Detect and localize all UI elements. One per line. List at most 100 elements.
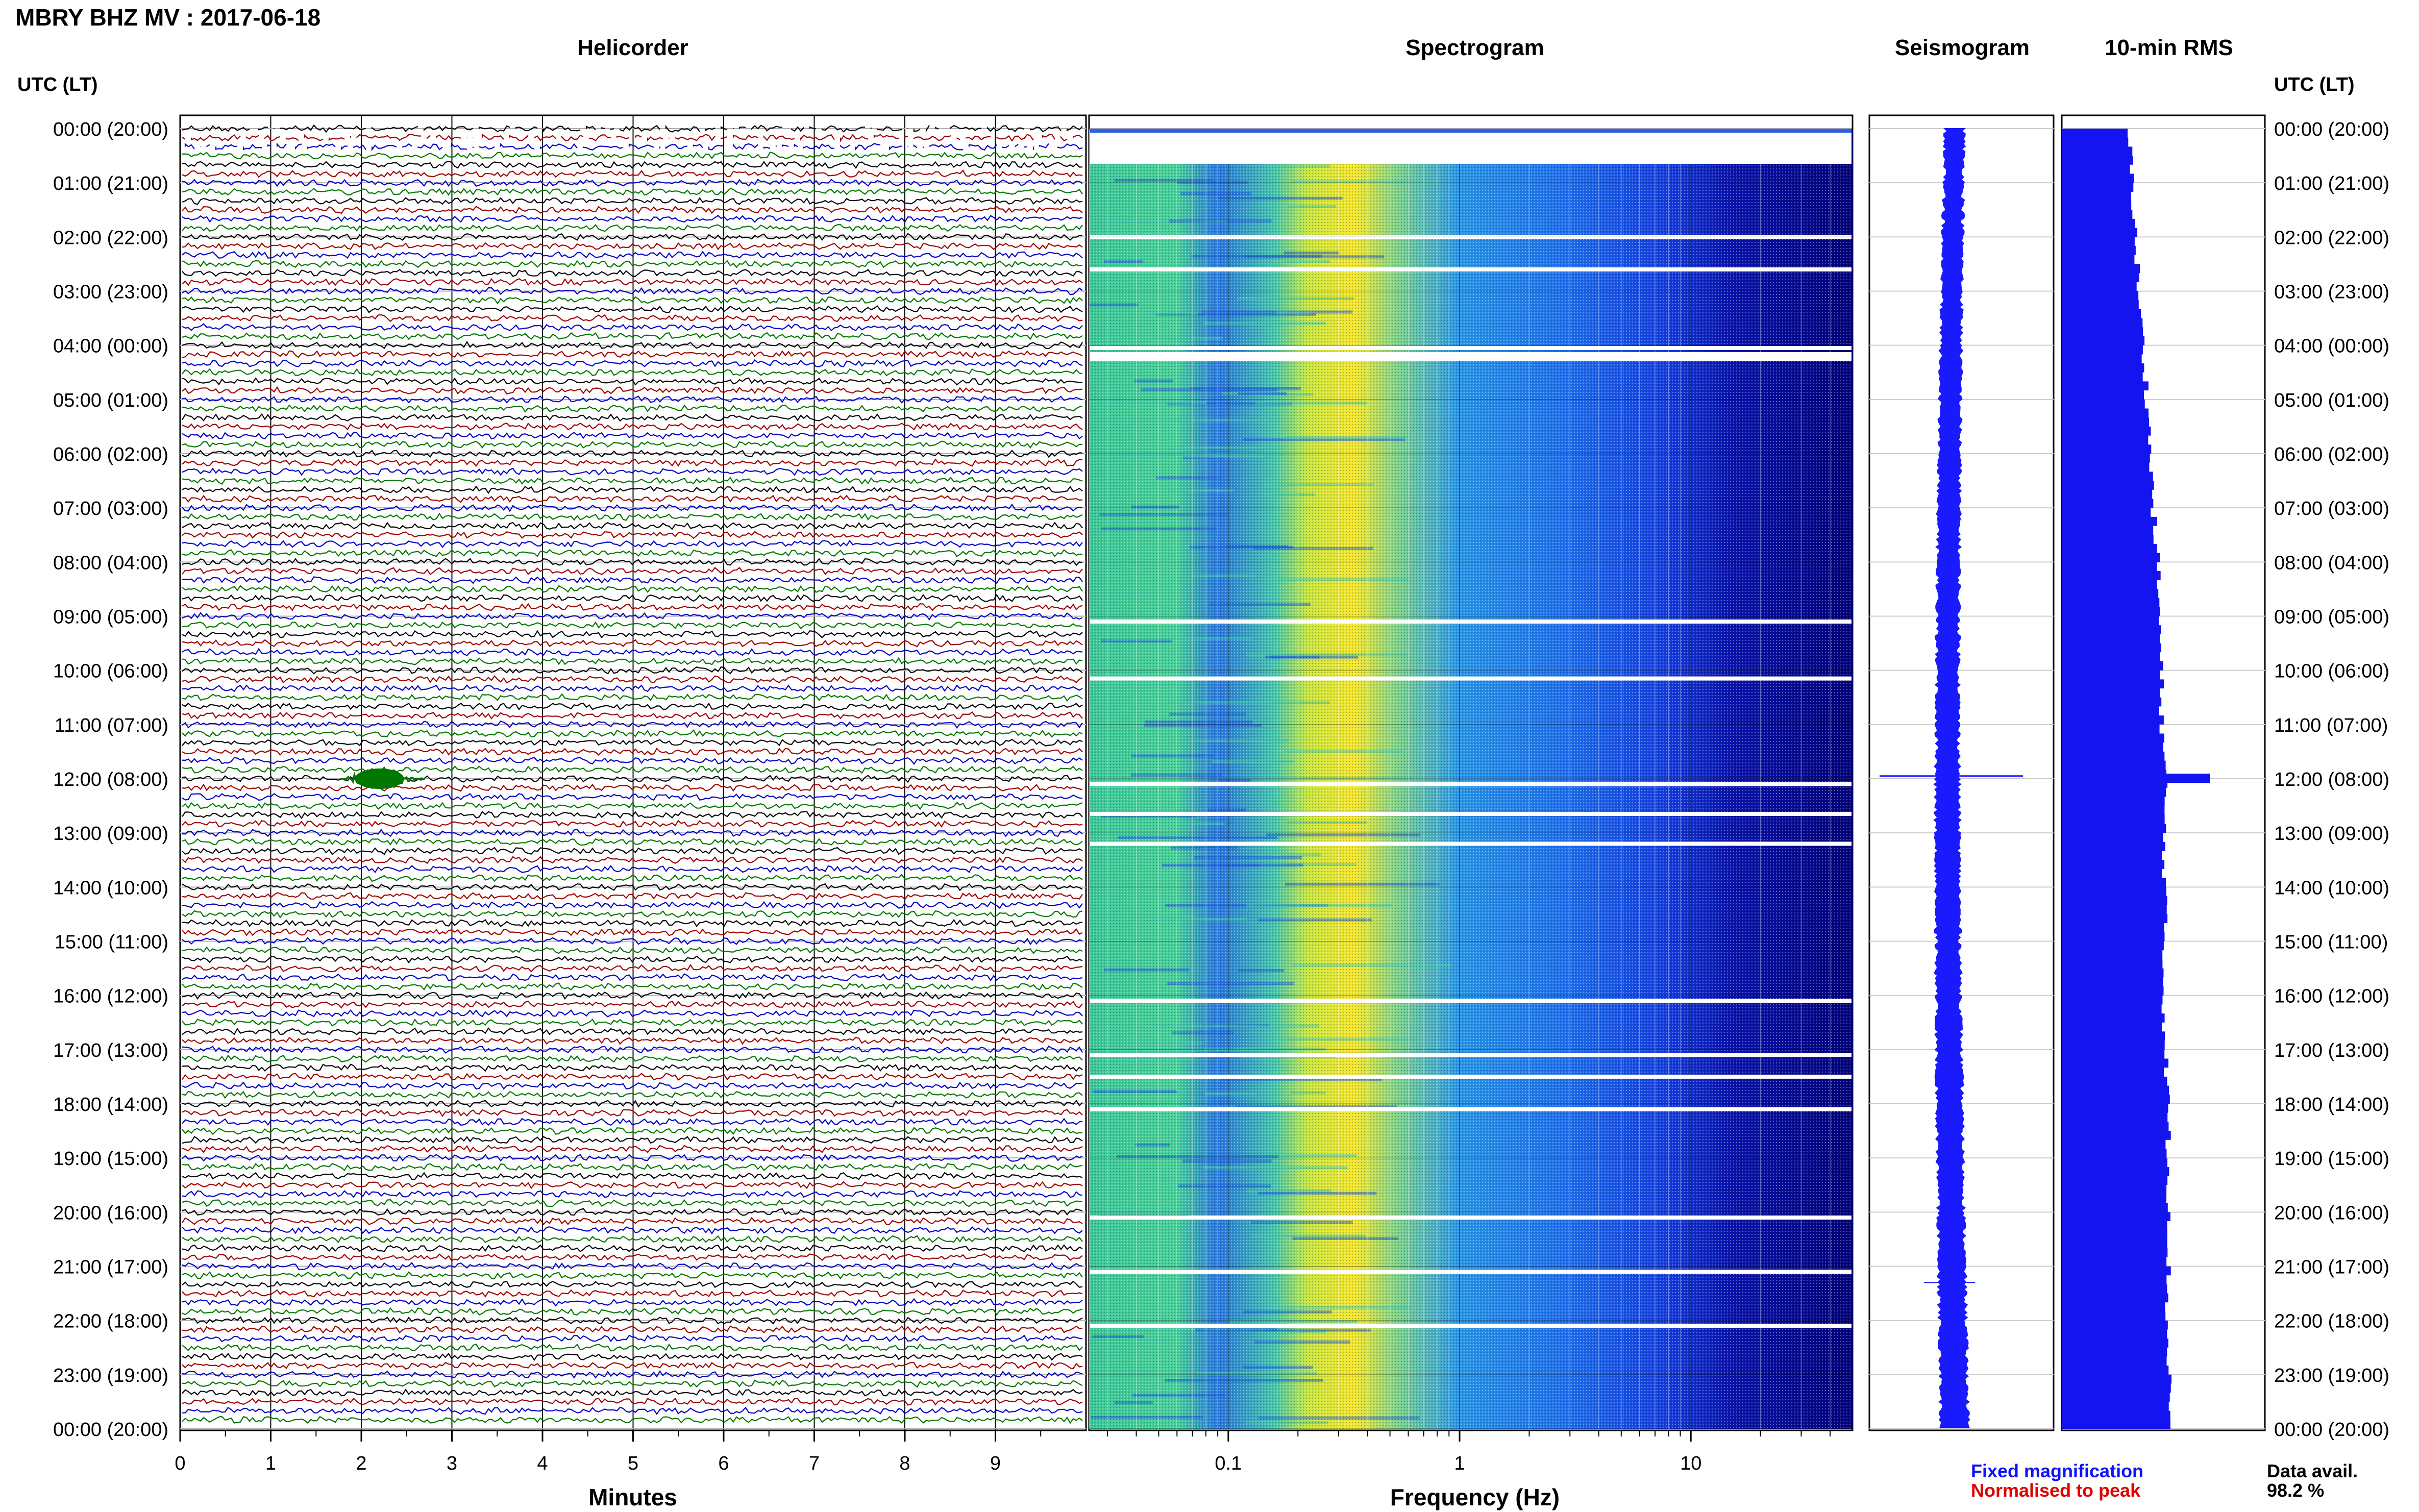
time-label-right: 04:00 (00:00) [2274, 336, 2389, 357]
minutes-tick-label: 8 [899, 1453, 910, 1474]
helicorder-trace-line [182, 1181, 1083, 1189]
time-label-left: 16:00 (12:00) [53, 986, 168, 1007]
seismogram-title: Seismogram [1895, 35, 2030, 60]
time-label-left: 02:00 (22:00) [53, 227, 168, 249]
helicorder-trace-line [182, 377, 1083, 386]
time-label-left: 01:00 (21:00) [53, 173, 168, 194]
helicorder-trace-line [182, 838, 1083, 846]
frequency-axis: 0.1 1 10 [1106, 1430, 1831, 1474]
time-label-right: 23:00 (19:00) [2274, 1365, 2389, 1386]
minutes-tick-label: 6 [718, 1453, 729, 1474]
helicorder-trace-line [182, 423, 1083, 431]
helicorder-trace-line [182, 287, 1083, 295]
spectrogram-gap-row [1090, 619, 1852, 624]
legend-normalised-to-peak: Normalised to peak [1971, 1480, 2141, 1501]
time-label-left: 10:00 (06:00) [53, 661, 168, 682]
spectrogram-gap-row [1090, 1053, 1852, 1057]
spectrogram-texture [1090, 127, 1852, 1429]
helicorder-trace-line [182, 666, 1083, 675]
helicorder-trace-line [182, 494, 1083, 503]
helicorder-trace-line [182, 874, 1083, 882]
helicorder-trace-line [182, 1235, 1083, 1244]
helicorder-trace-line [182, 810, 1083, 820]
helicorder-trace-line [182, 1135, 1083, 1144]
helicorder-trace-line [182, 1289, 1083, 1298]
helicorder-trace-line [182, 585, 1083, 593]
time-label-right: 02:00 (22:00) [2274, 227, 2389, 249]
helicorder-trace-line [182, 233, 1082, 241]
minutes-tick-label: 7 [809, 1453, 820, 1474]
helicorder-trace-line [182, 431, 1083, 440]
rms-peak-bar [2062, 774, 2210, 783]
spectrogram-gap-row [1090, 345, 1852, 350]
helicorder-trace-line [182, 1090, 1083, 1099]
time-label-right: 00:00 (20:00) [2274, 119, 2389, 140]
helicorder-trace-line [182, 350, 1083, 358]
minutes-tick-label: 4 [537, 1453, 548, 1474]
helicorder-trace-line [182, 910, 1083, 919]
helicorder-trace-line [182, 1361, 1083, 1370]
helicorder-trace-line [182, 1262, 1083, 1271]
helicorder-trace-line [182, 892, 1083, 901]
helicorder-trace-line [182, 512, 1083, 521]
time-label-right: 10:00 (06:00) [2274, 661, 2389, 682]
helicorder-trace-line [182, 928, 1083, 936]
time-label-left: 00:00 (20:00) [53, 119, 168, 140]
time-label-left: 07:00 (03:00) [53, 498, 168, 519]
helicorder-trace-line [182, 1397, 1083, 1406]
helicorder-trace-line [182, 648, 1083, 656]
helicorder-trace-line [182, 161, 1083, 169]
helicorder-trace-line [182, 1271, 1083, 1280]
time-label-left: 19:00 (15:00) [53, 1148, 168, 1170]
helicorder-trace-line [182, 179, 1083, 187]
spectrogram-initial-gap [1090, 133, 1852, 164]
helicorder-trace-line [182, 883, 1083, 891]
helicorder-trace-line [182, 485, 1083, 494]
helicorder-trace-line [182, 1217, 1083, 1226]
helicorder-trace-line [182, 1199, 1083, 1207]
time-label-right: 08:00 (04:00) [2274, 552, 2389, 574]
time-label-left: 08:00 (04:00) [53, 552, 168, 574]
helicorder-trace-line [182, 1036, 1083, 1045]
helicorder-trace-line [182, 1009, 1083, 1018]
spectrogram-panel [1088, 114, 1854, 1431]
time-label-right: 16:00 (12:00) [2274, 986, 2389, 1007]
minutes-tick-label: 2 [356, 1453, 366, 1474]
helicorder-trace-line [182, 792, 1083, 801]
spectrogram-gap-row [1090, 812, 1852, 816]
helicorder-trace-line [182, 359, 1083, 368]
helicorder-trace-line [182, 214, 1083, 223]
helicorder-trace-line [182, 305, 1083, 313]
helicorder-trace-line [182, 413, 1083, 422]
spectrogram-top-blank [1090, 116, 1852, 129]
spectrogram-gap-row [1090, 1074, 1852, 1079]
helicorder-trace-line [182, 314, 1083, 323]
helicorder-trace-line [182, 151, 1083, 160]
helicorder-trace-line [182, 1027, 1083, 1036]
helicorder-trace-line [182, 1000, 1083, 1009]
helicorder-trace-line [182, 847, 1083, 855]
time-label-right: 01:00 (21:00) [2274, 173, 2389, 194]
helicorder-trace-line [182, 657, 1083, 665]
time-label-right: 19:00 (15:00) [2274, 1148, 2389, 1170]
spectrogram-grid [1089, 128, 1853, 1429]
helicorder-trace-line [182, 738, 1083, 747]
time-label-left: 05:00 (01:00) [53, 390, 168, 411]
helicorder-trace-line [182, 187, 1083, 196]
helicorder-trace-line [182, 242, 1083, 251]
frequency-axis-label: Frequency (Hz) [1390, 1484, 1560, 1510]
helicorder-trace-line [182, 775, 1083, 783]
helicorder-trace-line [182, 684, 1083, 692]
helicorder-trace-line [182, 1334, 1083, 1343]
helicorder-trace-line [182, 1406, 1083, 1416]
helicorder-trace-line [182, 566, 1083, 576]
helicorder-trace-line [182, 467, 1083, 476]
helicorder-trace-line [182, 1244, 1083, 1253]
helicorder-title: Helicorder [577, 35, 688, 60]
seismogram-events [1880, 775, 2023, 1283]
helicorder-trace-line [182, 450, 1083, 458]
helicorder-trace-line [182, 1416, 1083, 1424]
helicorder-trace-line [182, 386, 1083, 394]
rms-title: 10-min RMS [2105, 35, 2233, 60]
